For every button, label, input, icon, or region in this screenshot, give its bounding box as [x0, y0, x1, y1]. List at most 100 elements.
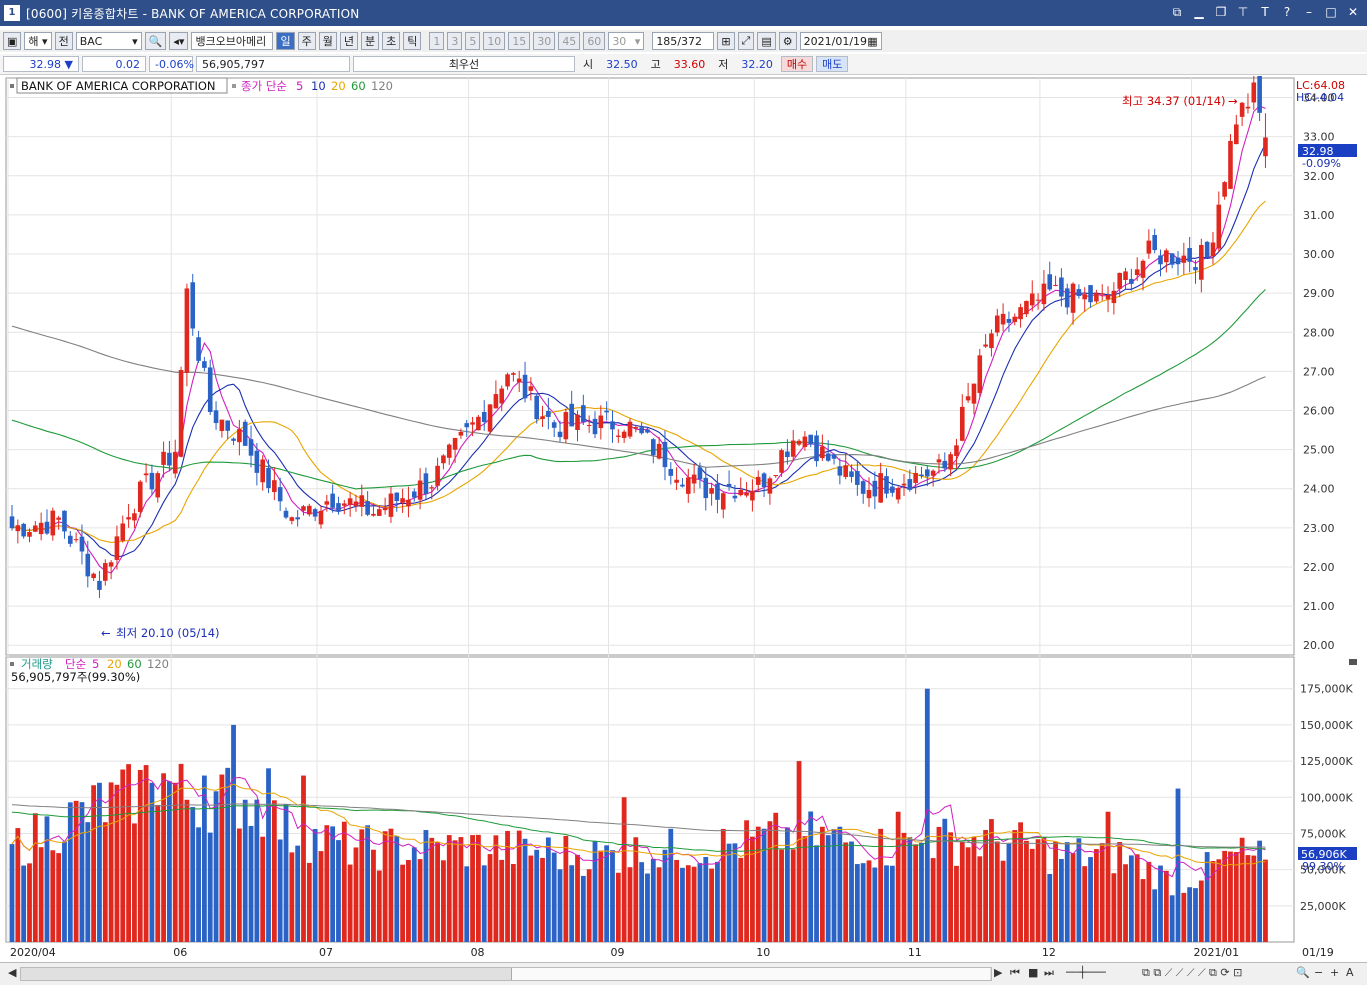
save-icon[interactable]: ▤	[757, 32, 776, 50]
x-tick-label-last: 01/19	[1302, 946, 1334, 959]
candle-body	[598, 415, 604, 429]
volume-bar	[359, 829, 365, 942]
zoom-tool-icon[interactable]: ⊞	[717, 32, 735, 50]
candle-body	[866, 489, 872, 499]
link-icon[interactable]: ⧉	[1172, 5, 1182, 19]
scroll-right-icon[interactable]: ▶	[994, 966, 1003, 979]
candle-body	[423, 473, 429, 495]
interval-3[interactable]: 3	[447, 32, 463, 50]
stock-chart-svg[interactable]: 20.00 21.00 22.00 23.00 24.00 25.00 26.00 27.00…	[0, 70, 1367, 962]
restore-sub-icon[interactable]: ❐	[1215, 5, 1227, 19]
last-volume-pct: 99.30%	[1302, 860, 1344, 873]
stock-name-field[interactable]: 뱅크오브아메리	[191, 32, 274, 50]
date-picker[interactable]: 2021/01/19 ▦	[799, 32, 882, 50]
minimize-sub-icon[interactable]: ▁	[1194, 5, 1204, 19]
speaker-icon[interactable]: ◂▾	[169, 32, 189, 50]
candle-body	[919, 474, 924, 477]
period-year[interactable]: 년	[339, 32, 358, 50]
volume-bar	[102, 822, 108, 942]
font-size-icon[interactable]: A	[1346, 966, 1354, 979]
volume-bar	[767, 821, 773, 942]
volume-bar	[522, 838, 528, 942]
panel-collapse-icon[interactable]	[1349, 659, 1357, 665]
high-value: 33.60	[673, 57, 706, 71]
tool-icons[interactable]: ⧉ ⧉ ⟋ ⟋ ⟋ ⟋ ⧉ ⟳ ⊡	[1142, 966, 1243, 979]
interval-15[interactable]: 15	[508, 32, 531, 50]
volume-bar	[21, 865, 27, 942]
candle-body	[785, 451, 790, 458]
pin-icon[interactable]: ⊤	[1237, 5, 1249, 19]
volume-bar	[9, 844, 15, 942]
volume-bar	[493, 835, 499, 942]
sell-button[interactable]: 매도	[816, 56, 849, 72]
period-month[interactable]: 월	[318, 32, 337, 50]
candle-body	[1076, 289, 1082, 296]
volume-bar	[831, 828, 837, 942]
candle-body	[73, 539, 79, 541]
candle-body	[1047, 274, 1053, 290]
candle-body	[551, 422, 557, 428]
zoom-in-icon[interactable]: +	[1330, 966, 1340, 979]
calendar-icon[interactable]: ▦	[867, 34, 878, 48]
zoom-slider[interactable]: ──┼───	[1066, 966, 1106, 979]
interval-select[interactable]: 30 ▾	[608, 32, 645, 50]
candle-body	[884, 476, 889, 494]
volume-bar	[446, 835, 452, 942]
interval-5[interactable]: 5	[465, 32, 481, 50]
volume-ma-line-120	[11, 803, 1266, 848]
maximize-icon[interactable]: □	[1325, 5, 1337, 19]
crosshair-icon[interactable]: ⤢	[737, 32, 755, 50]
interval-30[interactable]: 30	[533, 32, 556, 50]
volume-bar	[196, 827, 201, 942]
zoom-search-icon[interactable]: 🔍	[1296, 966, 1310, 979]
layout-icon[interactable]: ▣	[3, 32, 22, 50]
period-tick[interactable]: 틱	[403, 32, 422, 50]
scrollbar-thumb[interactable]	[511, 968, 990, 980]
legend-marker-2	[232, 84, 236, 88]
count-field[interactable]: 185/372	[652, 32, 715, 50]
candle-body	[446, 444, 452, 458]
volume-bar	[441, 860, 446, 942]
help-icon[interactable]: ?	[1283, 5, 1291, 19]
volume-bar	[32, 813, 38, 942]
volume-bar	[849, 841, 854, 942]
price-change-pct: -0.06%	[149, 56, 194, 72]
volume-bar	[994, 841, 1000, 942]
candle-body	[376, 509, 382, 516]
symbol-input[interactable]: BAC ▾	[75, 32, 142, 50]
search-icon[interactable]: 🔍	[144, 32, 167, 50]
stop-icon[interactable]: ■	[1028, 966, 1039, 979]
candle-body	[307, 505, 312, 515]
interval-60[interactable]: 60	[583, 32, 606, 50]
prev-button[interactable]: 전	[54, 32, 73, 50]
candle-body	[213, 410, 219, 424]
rewind-icon[interactable]: ⏮	[1010, 966, 1020, 979]
volume-bar	[750, 836, 755, 942]
minimize-icon[interactable]: –	[1306, 5, 1312, 19]
volume-bar	[85, 822, 91, 942]
play-icon[interactable]: ⏭	[1044, 966, 1054, 979]
interval-45[interactable]: 45	[558, 32, 581, 50]
candle-body	[254, 450, 260, 473]
period-day[interactable]: 일	[276, 32, 295, 50]
period-minute[interactable]: 분	[360, 32, 380, 50]
close-icon[interactable]: ✕	[1347, 5, 1359, 19]
candle-body	[802, 436, 808, 448]
text-icon[interactable]: T	[1261, 5, 1269, 19]
interval-10[interactable]: 10	[483, 32, 506, 50]
scrollbar-track[interactable]	[20, 967, 992, 981]
candle-body	[709, 488, 714, 494]
settings-icon[interactable]: ⚙	[778, 32, 797, 50]
volume-bar	[977, 856, 983, 942]
scroll-left-icon[interactable]: ◀	[8, 966, 17, 979]
buy-button[interactable]: 매수	[780, 56, 814, 72]
period-week[interactable]: 주	[297, 32, 316, 50]
chart-area[interactable]: 20.00 21.00 22.00 23.00 24.00 25.00 26.00 27.00…	[0, 70, 1367, 962]
market-select[interactable]: 해 ▾	[24, 32, 52, 50]
interval-1[interactable]: 1	[429, 32, 445, 50]
period-second[interactable]: 초	[382, 32, 401, 50]
candle-body	[983, 344, 988, 347]
candle-body	[237, 429, 242, 443]
volume-bar	[598, 850, 604, 942]
zoom-out-icon[interactable]: −	[1314, 966, 1324, 979]
